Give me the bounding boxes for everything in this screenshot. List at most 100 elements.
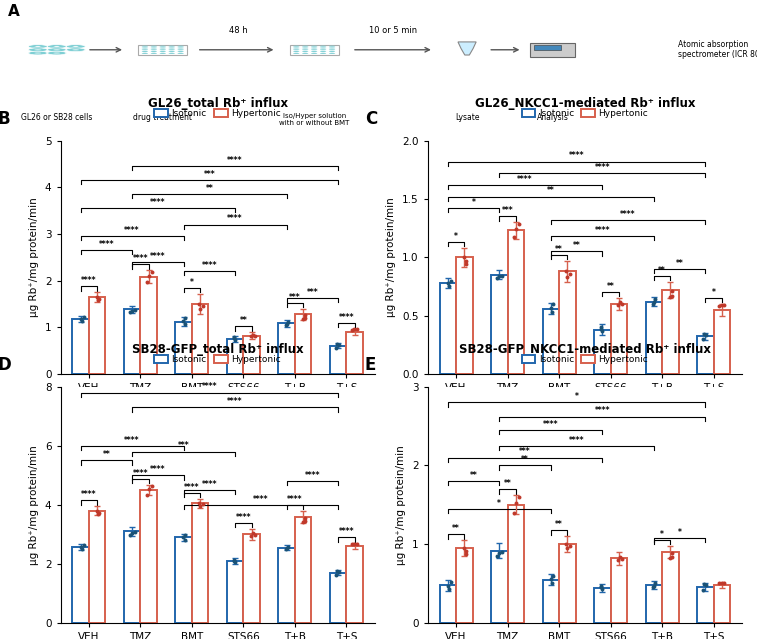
Circle shape (293, 45, 299, 47)
Ellipse shape (47, 48, 67, 52)
Text: Lysate: Lysate (455, 112, 479, 121)
Text: 10 or 5 min: 10 or 5 min (369, 26, 417, 35)
Point (715, 578, 727, 588)
Point (444, 281, 456, 291)
Point (544, 303, 556, 313)
Text: ****: **** (594, 406, 610, 415)
Bar (714, 585, 730, 623)
Point (697, 334, 709, 344)
Bar (227, 561, 244, 623)
Circle shape (169, 49, 175, 50)
Circle shape (160, 53, 166, 54)
Text: ***: *** (204, 170, 215, 179)
FancyBboxPatch shape (534, 45, 561, 50)
Text: ***: *** (502, 206, 513, 215)
Point (331, 339, 343, 349)
Text: **: ** (555, 520, 563, 529)
Bar (507, 505, 524, 623)
Point (649, 578, 661, 589)
Ellipse shape (28, 45, 48, 49)
Point (647, 582, 659, 592)
Bar (662, 290, 678, 374)
Point (227, 332, 239, 343)
Circle shape (151, 51, 157, 52)
Point (124, 530, 136, 540)
Point (228, 334, 240, 344)
Legend: Isotonic, Hypertonic: Isotonic, Hypertonic (518, 105, 652, 122)
Point (698, 578, 710, 589)
Bar (347, 332, 363, 374)
Point (194, 304, 206, 314)
Text: Atomic absorption
spectrometer (ICR 8000): Atomic absorption spectrometer (ICR 8000… (678, 40, 757, 59)
Point (193, 299, 205, 309)
Point (698, 328, 710, 339)
Text: C: C (365, 111, 377, 128)
Point (508, 508, 520, 518)
Point (197, 301, 209, 311)
Text: **: ** (205, 184, 213, 193)
Bar (611, 558, 627, 623)
Circle shape (320, 51, 326, 52)
Bar (192, 304, 208, 374)
Bar (543, 580, 559, 623)
Text: *: * (472, 198, 475, 207)
Point (281, 543, 293, 553)
Text: **: ** (658, 266, 666, 275)
Point (697, 585, 709, 595)
Point (496, 270, 508, 281)
Point (248, 530, 260, 540)
Bar (89, 297, 105, 374)
Text: ****: **** (338, 527, 354, 536)
Point (76, 544, 89, 554)
Legend: Isotonic, Hypertonic: Isotonic, Hypertonic (151, 351, 285, 367)
Circle shape (302, 51, 308, 52)
Y-axis label: μg Rb⁺/mg protein/min: μg Rb⁺/mg protein/min (397, 445, 407, 565)
Point (713, 301, 725, 311)
Point (298, 310, 310, 320)
Point (444, 584, 456, 594)
Text: *: * (678, 528, 681, 537)
Point (493, 548, 505, 558)
Circle shape (160, 49, 166, 50)
Ellipse shape (53, 52, 61, 54)
Text: ****: **** (150, 465, 166, 474)
Text: ****: **** (124, 436, 140, 445)
Ellipse shape (73, 46, 79, 47)
Circle shape (329, 53, 335, 54)
Text: *: * (712, 288, 715, 297)
Point (615, 299, 628, 309)
Text: **: ** (521, 455, 529, 464)
Bar (330, 573, 347, 623)
Bar (507, 231, 524, 374)
Bar (697, 337, 714, 374)
Text: D: D (0, 356, 11, 374)
Point (248, 331, 260, 341)
Bar (714, 310, 730, 374)
Circle shape (311, 47, 317, 49)
Circle shape (329, 51, 335, 52)
Point (129, 305, 141, 316)
Point (596, 584, 608, 594)
Circle shape (169, 53, 175, 54)
Point (351, 539, 363, 549)
Point (594, 321, 606, 332)
Circle shape (169, 45, 175, 47)
Point (179, 530, 192, 540)
Circle shape (151, 53, 157, 54)
Circle shape (177, 49, 184, 50)
Point (718, 578, 731, 588)
Text: ****: **** (253, 495, 269, 504)
Point (493, 272, 505, 282)
Text: ****: **** (227, 156, 243, 165)
Circle shape (293, 47, 299, 49)
Bar (295, 516, 311, 623)
Circle shape (177, 51, 184, 52)
Ellipse shape (28, 51, 48, 55)
Text: ****: **** (235, 513, 251, 522)
Text: ****: **** (304, 471, 320, 480)
Circle shape (329, 47, 335, 49)
Text: **: ** (547, 187, 555, 196)
Point (177, 316, 189, 327)
Title: SB28-GFP_NKCC1-mediated Rb⁺ influx: SB28-GFP_NKCC1-mediated Rb⁺ influx (459, 343, 711, 357)
Ellipse shape (66, 48, 86, 52)
